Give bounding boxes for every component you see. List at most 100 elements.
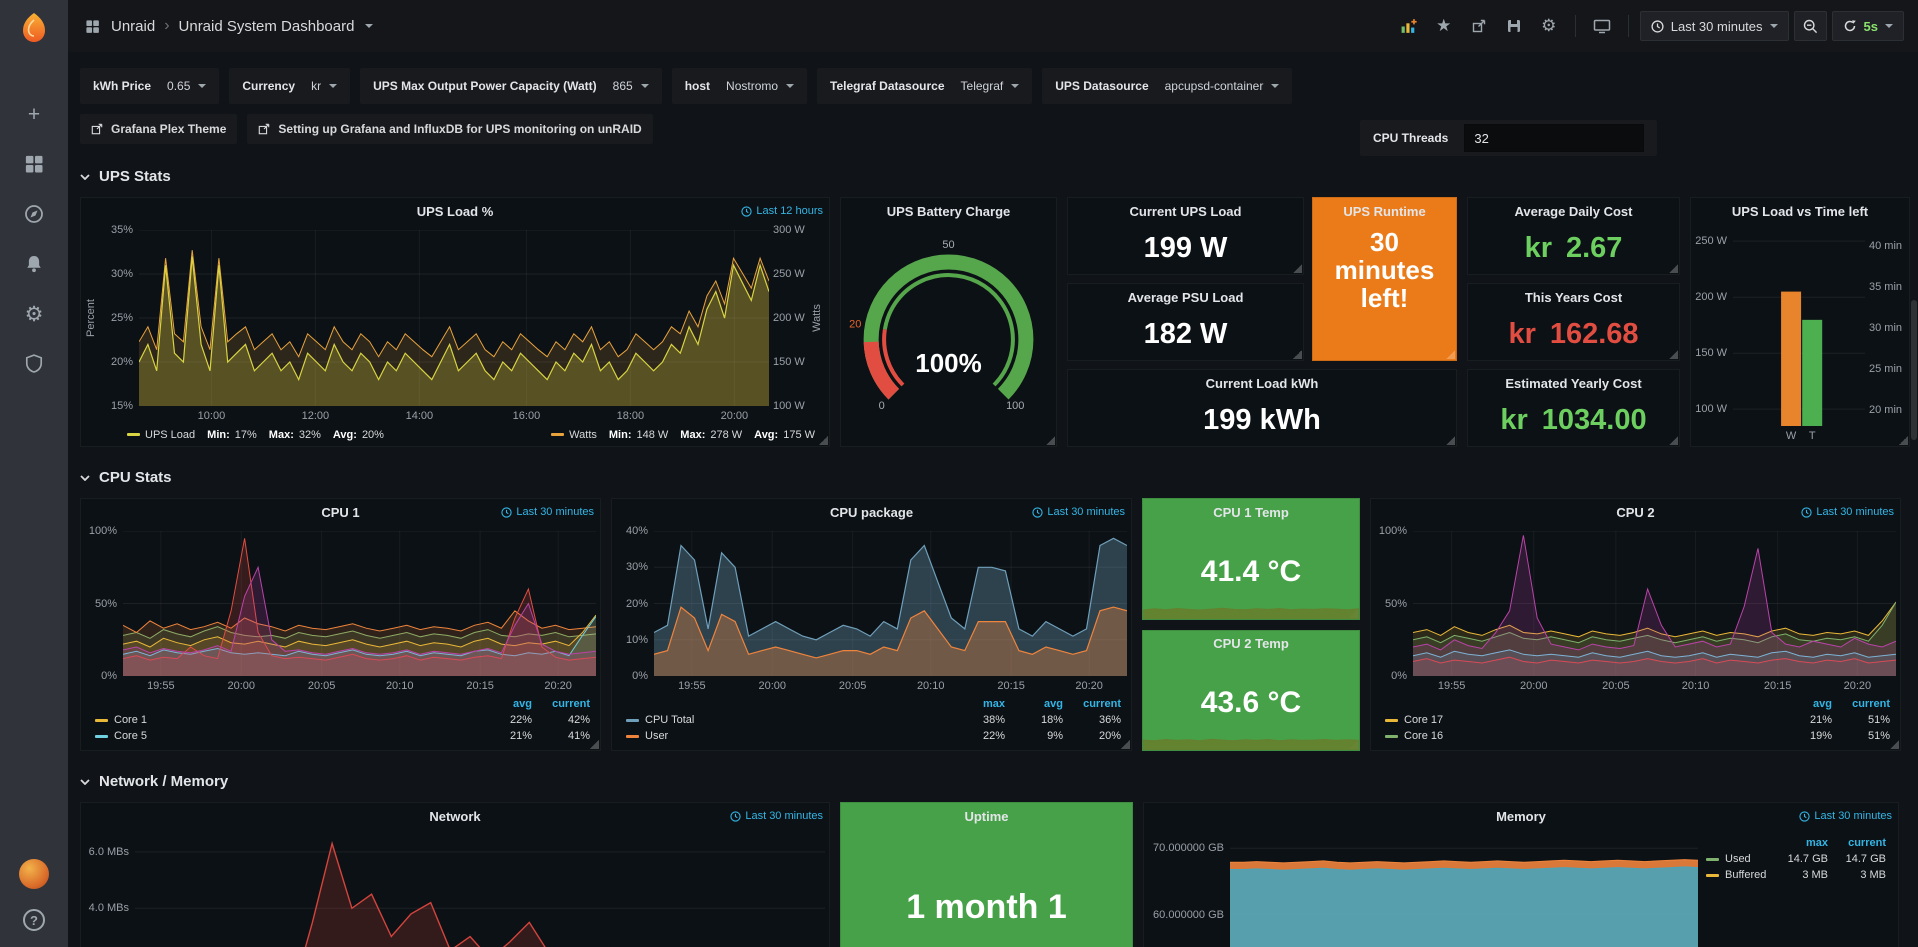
panel-title[interactable]: CPU package [829,504,914,520]
panel-time-range[interactable]: Last 30 minutes [1801,506,1894,518]
variable-value-dropdown[interactable]: apcupsd-container [1165,79,1280,93]
panel-title[interactable]: CPU 1 Temp [1213,504,1289,520]
panel-title[interactable]: Network [429,808,481,824]
time-range-picker[interactable]: Last 30 minutes [1639,11,1789,41]
cpu-package-plot[interactable]: 19:55 20:00 20:05 20:10 20:15 20:20 [654,531,1127,692]
section-cpu-stats[interactable]: CPU Stats [80,469,1918,486]
panel-time-range[interactable]: Last 30 minutes [1032,506,1125,518]
legend-item[interactable]: Core 1 22% 42% [95,712,590,728]
panel-title[interactable]: This Years Cost [1524,289,1623,305]
chevron-down-icon [80,173,90,180]
panel-resize-handle[interactable] [1669,350,1678,359]
legend-item[interactable]: Buffered 3 MB 3 MB [1706,867,1886,883]
panel-time-range[interactable]: Last 30 minutes [730,810,823,822]
dashboard-grid-icon[interactable] [82,11,102,41]
panel-title[interactable]: UPS Battery Charge [886,203,1011,219]
variable-value-dropdown[interactable]: kr [311,79,338,93]
zoom-out-button[interactable] [1793,11,1827,41]
panel-resize-handle[interactable] [1890,740,1899,749]
panel-memory-chart: Memory Last 30 minutes 70.000000 GB 60.00… [1143,802,1899,947]
panel-resize-handle[interactable] [1293,350,1302,359]
panel-resize-handle[interactable] [1899,436,1908,445]
top-navbar: Unraid › Unraid System Dashboard ★ [68,0,1918,52]
legend-marker [626,734,639,738]
chevron-down-icon[interactable] [365,24,374,28]
panel-title[interactable]: Current Load kWh [1205,375,1319,391]
panel-time-range[interactable]: Last 12 hours [741,205,823,217]
grafana-logo[interactable] [0,0,68,56]
panel-resize-handle[interactable] [1446,436,1455,445]
panel-title[interactable]: Estimated Yearly Cost [1505,375,1642,391]
panel-title[interactable]: Average Daily Cost [1514,203,1633,219]
variable-value-dropdown[interactable]: Telegraf [961,79,1020,93]
network-plot[interactable] [135,835,825,947]
legend-item[interactable]: Core 5 21% 41% [95,728,590,744]
settings-gear-icon[interactable]: ⚙ [1541,16,1557,35]
panel-resize-handle[interactable] [1046,436,1055,445]
panel-title[interactable]: UPS Runtime [1343,203,1426,219]
panel-resize-handle[interactable] [1446,350,1455,359]
panel-title[interactable]: UPS Load % [416,203,494,219]
save-icon[interactable] [1499,11,1529,41]
battery-gauge[interactable]: 100% 0 20 50 100 [841,224,1056,446]
legend-item[interactable]: Watts Min: 148 W Max: 278 W Avg: 175 W [551,429,815,441]
ups-load-plot[interactable]: 10:00 12:00 14:00 16:00 18:00 20:00 [139,230,769,422]
panel-title[interactable]: Current UPS Load [1129,203,1242,219]
cpu-threads-input[interactable] [1464,124,1645,152]
configuration-gear-icon[interactable]: ⚙ [24,302,44,326]
refresh-interval-label: 5s [1863,18,1878,34]
legend-item[interactable]: Core 17 21% 51% [1385,712,1890,728]
legend-item[interactable]: Core 16 19% 51% [1385,728,1890,744]
variable-value-dropdown[interactable]: Nostromo [726,79,795,93]
server-admin-shield-icon[interactable] [22,352,46,376]
panel-title[interactable]: CPU 2 [1616,504,1655,520]
breadcrumb-dashboard-title[interactable]: Unraid System Dashboard [178,17,355,35]
dashboard-content: kWh Price 0.65 Currency kr UPS Max Outpu… [68,52,1918,947]
panel-title[interactable]: Average PSU Load [1127,289,1244,305]
dashboard-link[interactable]: Setting up Grafana and InfluxDB for UPS … [247,114,653,144]
cpu-temp-column: CPU 1 Temp 41.4 °C CPU 2 Temp 43.6 °C [1142,498,1360,751]
help-icon[interactable]: ? [23,909,45,931]
section-ups-stats[interactable]: UPS Stats [80,168,1918,185]
panel-resize-handle[interactable] [1121,740,1130,749]
panel-title[interactable]: CPU 2 Temp [1213,636,1289,651]
scrollbar[interactable] [1911,300,1917,440]
legend-item[interactable]: UPS Load Min: 17% Max: 32% Avg: 20% [127,429,384,441]
user-avatar[interactable] [19,859,49,889]
stat-value: 43.6 °C [1200,686,1302,720]
add-panel-icon[interactable] [1394,11,1424,41]
breadcrumb-app[interactable]: Unraid [111,17,156,35]
panel-resize-handle[interactable] [819,436,828,445]
legend-item[interactable]: User 22% 9% 20% [626,728,1121,744]
panel-resize-handle[interactable] [1293,264,1302,273]
panel-resize-handle[interactable] [1669,264,1678,273]
chart-legend: UPS Load Min: 17% Max: 32% Avg: 20% Watts M… [81,426,829,446]
panel-time-range[interactable]: Last 30 minutes [501,506,594,518]
cpu2-plot[interactable]: 19:55 20:00 20:05 20:10 20:15 20:20 [1413,531,1896,692]
star-icon[interactable]: ★ [1436,16,1452,35]
panel-time-range[interactable]: Last 30 minutes [1799,810,1892,822]
section-network-memory[interactable]: Network / Memory [80,773,1918,790]
chevron-down-icon [1011,84,1020,88]
dashboards-icon[interactable] [22,152,46,176]
explore-icon[interactable] [22,202,46,226]
variable-value-dropdown[interactable]: 865 [613,79,649,93]
cycle-view-monitor-icon[interactable] [1587,11,1617,41]
create-icon[interactable]: + [27,102,41,126]
panel-title[interactable]: Uptime [964,808,1009,824]
legend-item[interactable]: Used 14.7 GB 14.7 GB [1706,851,1886,867]
cpu1-plot[interactable]: 19:55 20:00 20:05 20:10 20:15 20:20 [123,531,596,692]
panel-title[interactable]: UPS Load vs Time left [1731,203,1869,219]
share-icon[interactable] [1464,11,1494,41]
panel-resize-handle[interactable] [590,740,599,749]
panel-title[interactable]: CPU 1 [321,504,360,520]
legend-item[interactable]: CPU Total 38% 18% 36% [626,712,1121,728]
dashboard-link[interactable]: Grafana Plex Theme [80,114,238,144]
memory-plot[interactable] [1230,835,1698,947]
refresh-picker[interactable]: 5s [1831,11,1904,41]
variable-value-dropdown[interactable]: 0.65 [167,79,207,93]
panel-resize-handle[interactable] [1669,436,1678,445]
panel-title[interactable]: Memory [1496,808,1546,824]
alerting-bell-icon[interactable] [22,252,46,276]
